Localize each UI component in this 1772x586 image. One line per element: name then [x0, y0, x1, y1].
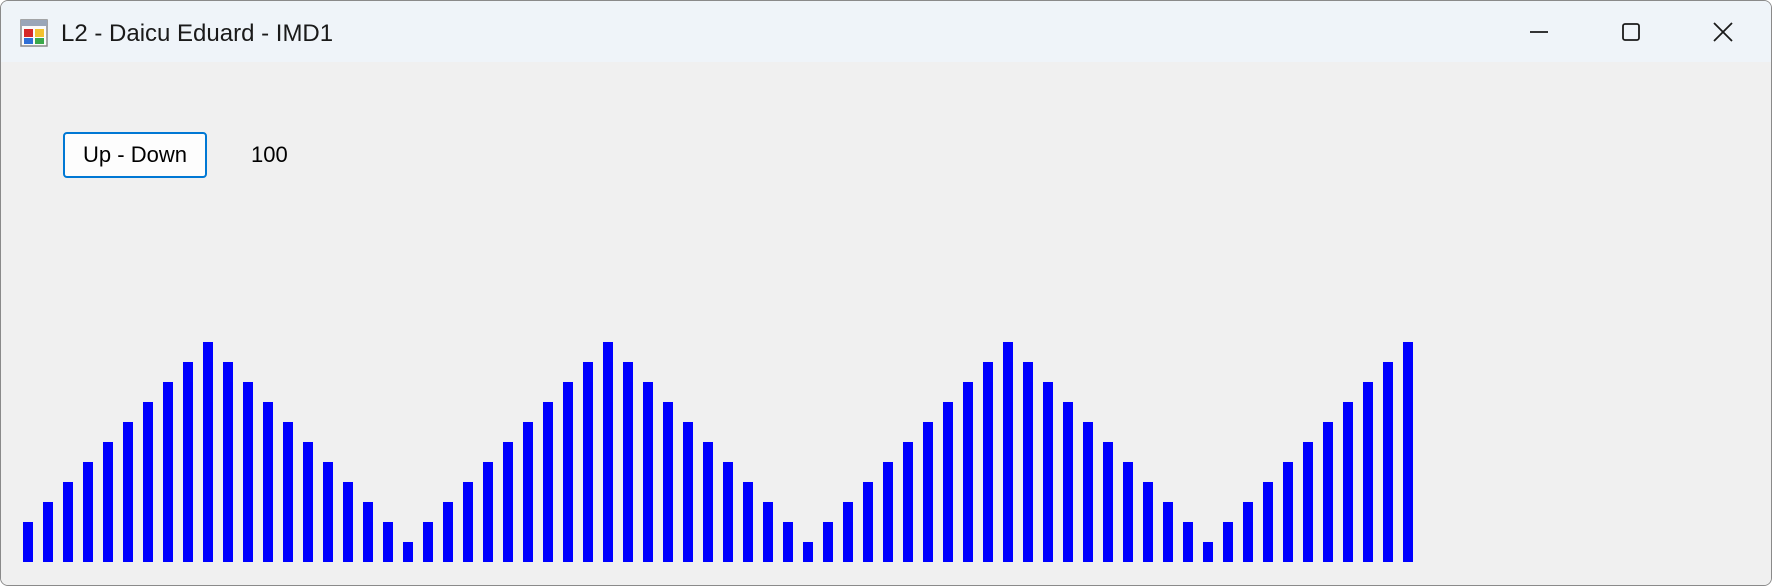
bar [583, 362, 593, 562]
bar [643, 382, 653, 562]
bar [283, 422, 293, 562]
bar [603, 342, 613, 562]
bar [823, 522, 833, 562]
minimize-icon [1530, 30, 1548, 33]
bar [163, 382, 173, 562]
bar [723, 462, 733, 562]
bar [83, 462, 93, 562]
bar [963, 382, 973, 562]
bar [503, 442, 513, 562]
bar [1063, 402, 1073, 562]
form-client-area: Up - Down 100 [1, 62, 1771, 585]
bar [63, 482, 73, 562]
value-label: 100 [251, 142, 288, 167]
bar [403, 542, 413, 562]
bar [1283, 462, 1293, 562]
bar [1223, 522, 1233, 562]
bar [463, 482, 473, 562]
bar [523, 422, 533, 562]
bar [1143, 482, 1153, 562]
bar [743, 482, 753, 562]
bar [1023, 362, 1033, 562]
bar [1003, 342, 1013, 562]
bar [103, 442, 113, 562]
bar [183, 362, 193, 562]
bar [983, 362, 993, 562]
bar [323, 462, 333, 562]
bar [943, 402, 953, 562]
bar [443, 502, 453, 562]
bar [223, 362, 233, 562]
bar [343, 482, 353, 562]
bar [783, 522, 793, 562]
bar [863, 482, 873, 562]
up-down-button[interactable]: Up - Down [63, 132, 207, 178]
bar [883, 462, 893, 562]
bar [1303, 442, 1313, 562]
maximize-button[interactable] [1585, 1, 1677, 62]
bar [1323, 422, 1333, 562]
bar [43, 502, 53, 562]
bar [1123, 462, 1133, 562]
bar [303, 442, 313, 562]
bar-visualization [23, 342, 1413, 562]
bar [763, 502, 773, 562]
bar [123, 422, 133, 562]
minimize-button[interactable] [1493, 1, 1585, 62]
bar [383, 522, 393, 562]
bar [1343, 402, 1353, 562]
close-icon [1713, 21, 1733, 42]
bar [1363, 382, 1373, 562]
bar [663, 402, 673, 562]
bar [143, 402, 153, 562]
bar [1163, 502, 1173, 562]
bar [803, 542, 813, 562]
bar [1243, 502, 1253, 562]
bar [263, 402, 273, 562]
winforms-app-icon [20, 19, 48, 47]
bar [683, 422, 693, 562]
bar [1043, 382, 1053, 562]
bar [1083, 422, 1093, 562]
bar [423, 522, 433, 562]
bar [623, 362, 633, 562]
bar [843, 502, 853, 562]
bar [1403, 342, 1413, 562]
bar [1383, 362, 1393, 562]
maximize-icon [1622, 22, 1640, 41]
bar [23, 522, 33, 562]
bar [1103, 442, 1113, 562]
window-title: L2 - Daicu Eduard - IMD1 [61, 20, 334, 47]
bar [1183, 522, 1193, 562]
bar [543, 402, 553, 562]
bar [363, 502, 373, 562]
bar [563, 382, 573, 562]
title-bar[interactable]: L2 - Daicu Eduard - IMD1 [1, 1, 1771, 62]
close-button[interactable] [1677, 1, 1769, 62]
bar [1263, 482, 1273, 562]
bar [203, 342, 213, 562]
bar [923, 422, 933, 562]
bar [243, 382, 253, 562]
bar [1203, 542, 1213, 562]
bar [703, 442, 713, 562]
bar [483, 462, 493, 562]
bar [903, 442, 913, 562]
